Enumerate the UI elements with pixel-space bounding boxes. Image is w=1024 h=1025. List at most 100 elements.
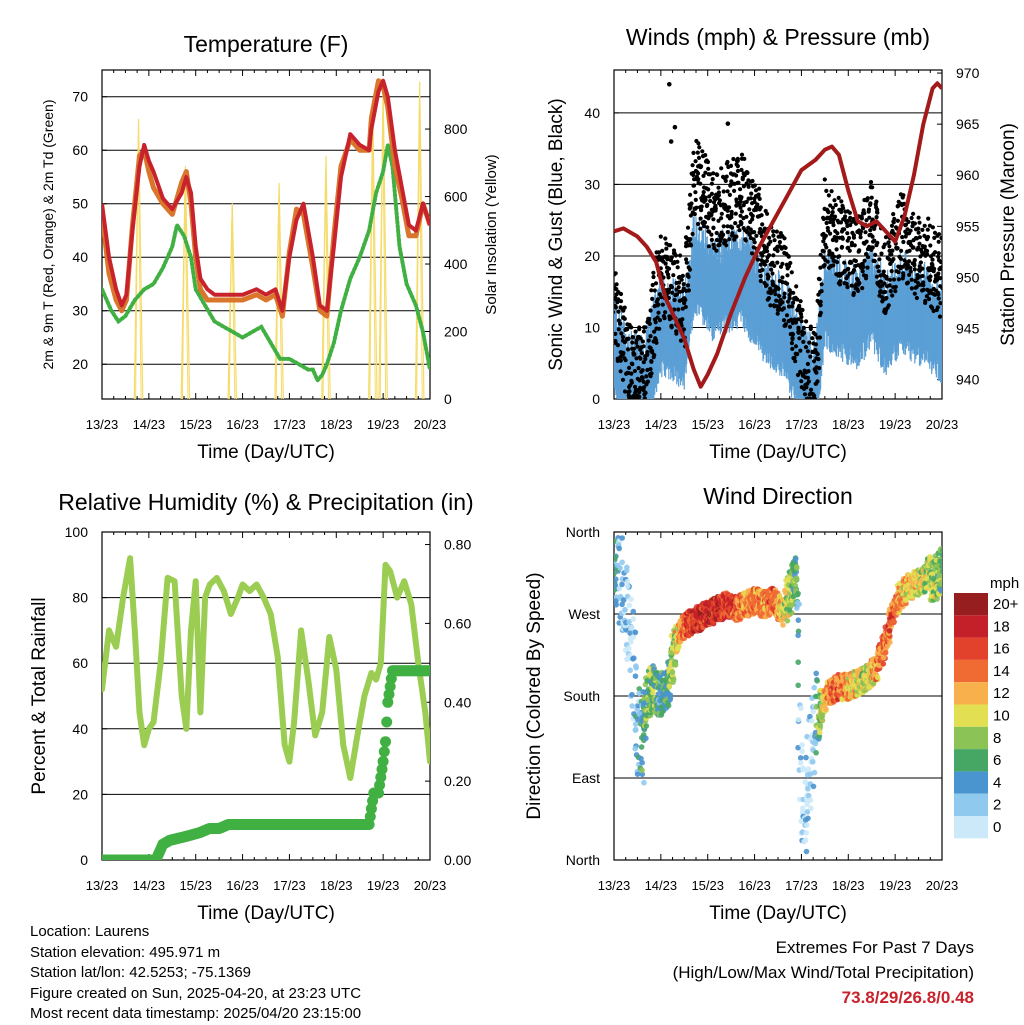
- direction-point: [644, 723, 650, 729]
- direction-point: [803, 830, 809, 836]
- gust-point: [683, 298, 687, 302]
- gust-point: [727, 237, 731, 241]
- gust-point: [696, 141, 700, 145]
- gust-point: [890, 293, 894, 297]
- direction-point: [795, 592, 801, 598]
- gust-point: [908, 266, 912, 270]
- gust-point: [626, 337, 630, 341]
- gust-point: [915, 296, 919, 300]
- gust-point: [760, 213, 764, 217]
- gust-point: [726, 121, 731, 126]
- gust-point: [641, 376, 645, 380]
- direction-point: [806, 766, 812, 772]
- gust-point: [686, 283, 690, 287]
- gust-point: [806, 349, 810, 353]
- x-tick-label: 17/23: [273, 417, 306, 432]
- direction-point: [796, 717, 802, 723]
- gust-point: [860, 286, 864, 290]
- x-tick-label: 14/23: [133, 878, 166, 893]
- direction-point: [639, 760, 645, 766]
- x-tick-label: 18/23: [832, 878, 865, 893]
- gust-point: [733, 221, 737, 225]
- direction-point: [883, 650, 889, 656]
- gust-point: [734, 173, 738, 177]
- gust-point: [868, 201, 872, 205]
- gust-point: [928, 243, 932, 247]
- gust-point: [717, 193, 721, 197]
- gust-point: [835, 247, 839, 251]
- gust-point: [677, 285, 681, 289]
- gust-point: [932, 267, 936, 271]
- gust-point: [755, 204, 759, 208]
- gust-point: [851, 293, 855, 297]
- gust-point: [716, 186, 720, 190]
- gust-point: [641, 339, 645, 343]
- gust-point: [879, 252, 883, 256]
- y-tick-label: 30: [584, 176, 600, 192]
- gust-point: [816, 357, 820, 361]
- gust-point: [727, 205, 731, 209]
- x-tick-label: 15/23: [691, 417, 724, 432]
- gust-point: [913, 258, 917, 262]
- y-right-tick-label: 800: [444, 121, 468, 137]
- gust-point: [681, 274, 685, 278]
- direction-point: [811, 784, 817, 790]
- direction-point: [673, 662, 679, 668]
- gust-point: [688, 193, 692, 197]
- gust-point: [852, 233, 856, 237]
- gust-point: [696, 177, 700, 181]
- temperature-series: [102, 81, 430, 399]
- gust-point: [707, 244, 711, 248]
- direction-point: [617, 565, 623, 571]
- direction-point: [796, 601, 802, 607]
- gust-point: [891, 212, 895, 216]
- gust-point: [845, 285, 849, 289]
- y-tick-label: 30: [72, 303, 88, 319]
- gust-point: [863, 230, 867, 234]
- gust-point: [711, 217, 715, 221]
- y-right-tick-label: 945: [956, 321, 980, 337]
- gust-point: [879, 280, 883, 284]
- gust-point: [757, 193, 761, 197]
- gust-point: [893, 289, 897, 293]
- gust-point: [778, 240, 782, 244]
- gust-point: [816, 352, 820, 356]
- gust-point: [865, 266, 869, 270]
- y-right-tick-label: 400: [444, 256, 468, 272]
- gust-point: [725, 175, 729, 179]
- gust-point: [765, 283, 769, 287]
- gust-point: [782, 318, 786, 322]
- gust-point: [720, 212, 724, 216]
- gust-point: [649, 371, 653, 375]
- gust-point: [820, 289, 824, 293]
- y-tick-label: 70: [72, 89, 88, 105]
- gust-point: [831, 223, 835, 227]
- gust-point: [817, 366, 821, 370]
- gust-point: [823, 177, 827, 181]
- gust-point: [719, 166, 723, 170]
- gust-point: [917, 221, 921, 225]
- gust-point: [931, 225, 935, 229]
- gust-point: [744, 238, 748, 242]
- direction-point: [798, 755, 804, 761]
- gust-point: [658, 318, 662, 322]
- gust-point: [777, 287, 781, 291]
- gust-point: [697, 156, 701, 160]
- x-tick-label: 17/23: [785, 417, 818, 432]
- gust-point: [925, 252, 929, 256]
- gust-point: [933, 250, 937, 254]
- gust-point: [740, 209, 744, 213]
- gust-point: [771, 234, 775, 238]
- x-tick-label: 20/23: [926, 878, 959, 893]
- gust-point: [656, 303, 660, 307]
- gust-point: [688, 237, 692, 241]
- gust-point: [617, 327, 621, 331]
- gust-point: [621, 351, 625, 355]
- gust-point: [659, 295, 663, 299]
- gust-point: [738, 187, 742, 191]
- gust-point: [691, 232, 695, 236]
- gust-point: [767, 253, 771, 257]
- gust-point: [926, 228, 930, 232]
- gust-point: [651, 271, 655, 275]
- gust-point: [765, 249, 769, 253]
